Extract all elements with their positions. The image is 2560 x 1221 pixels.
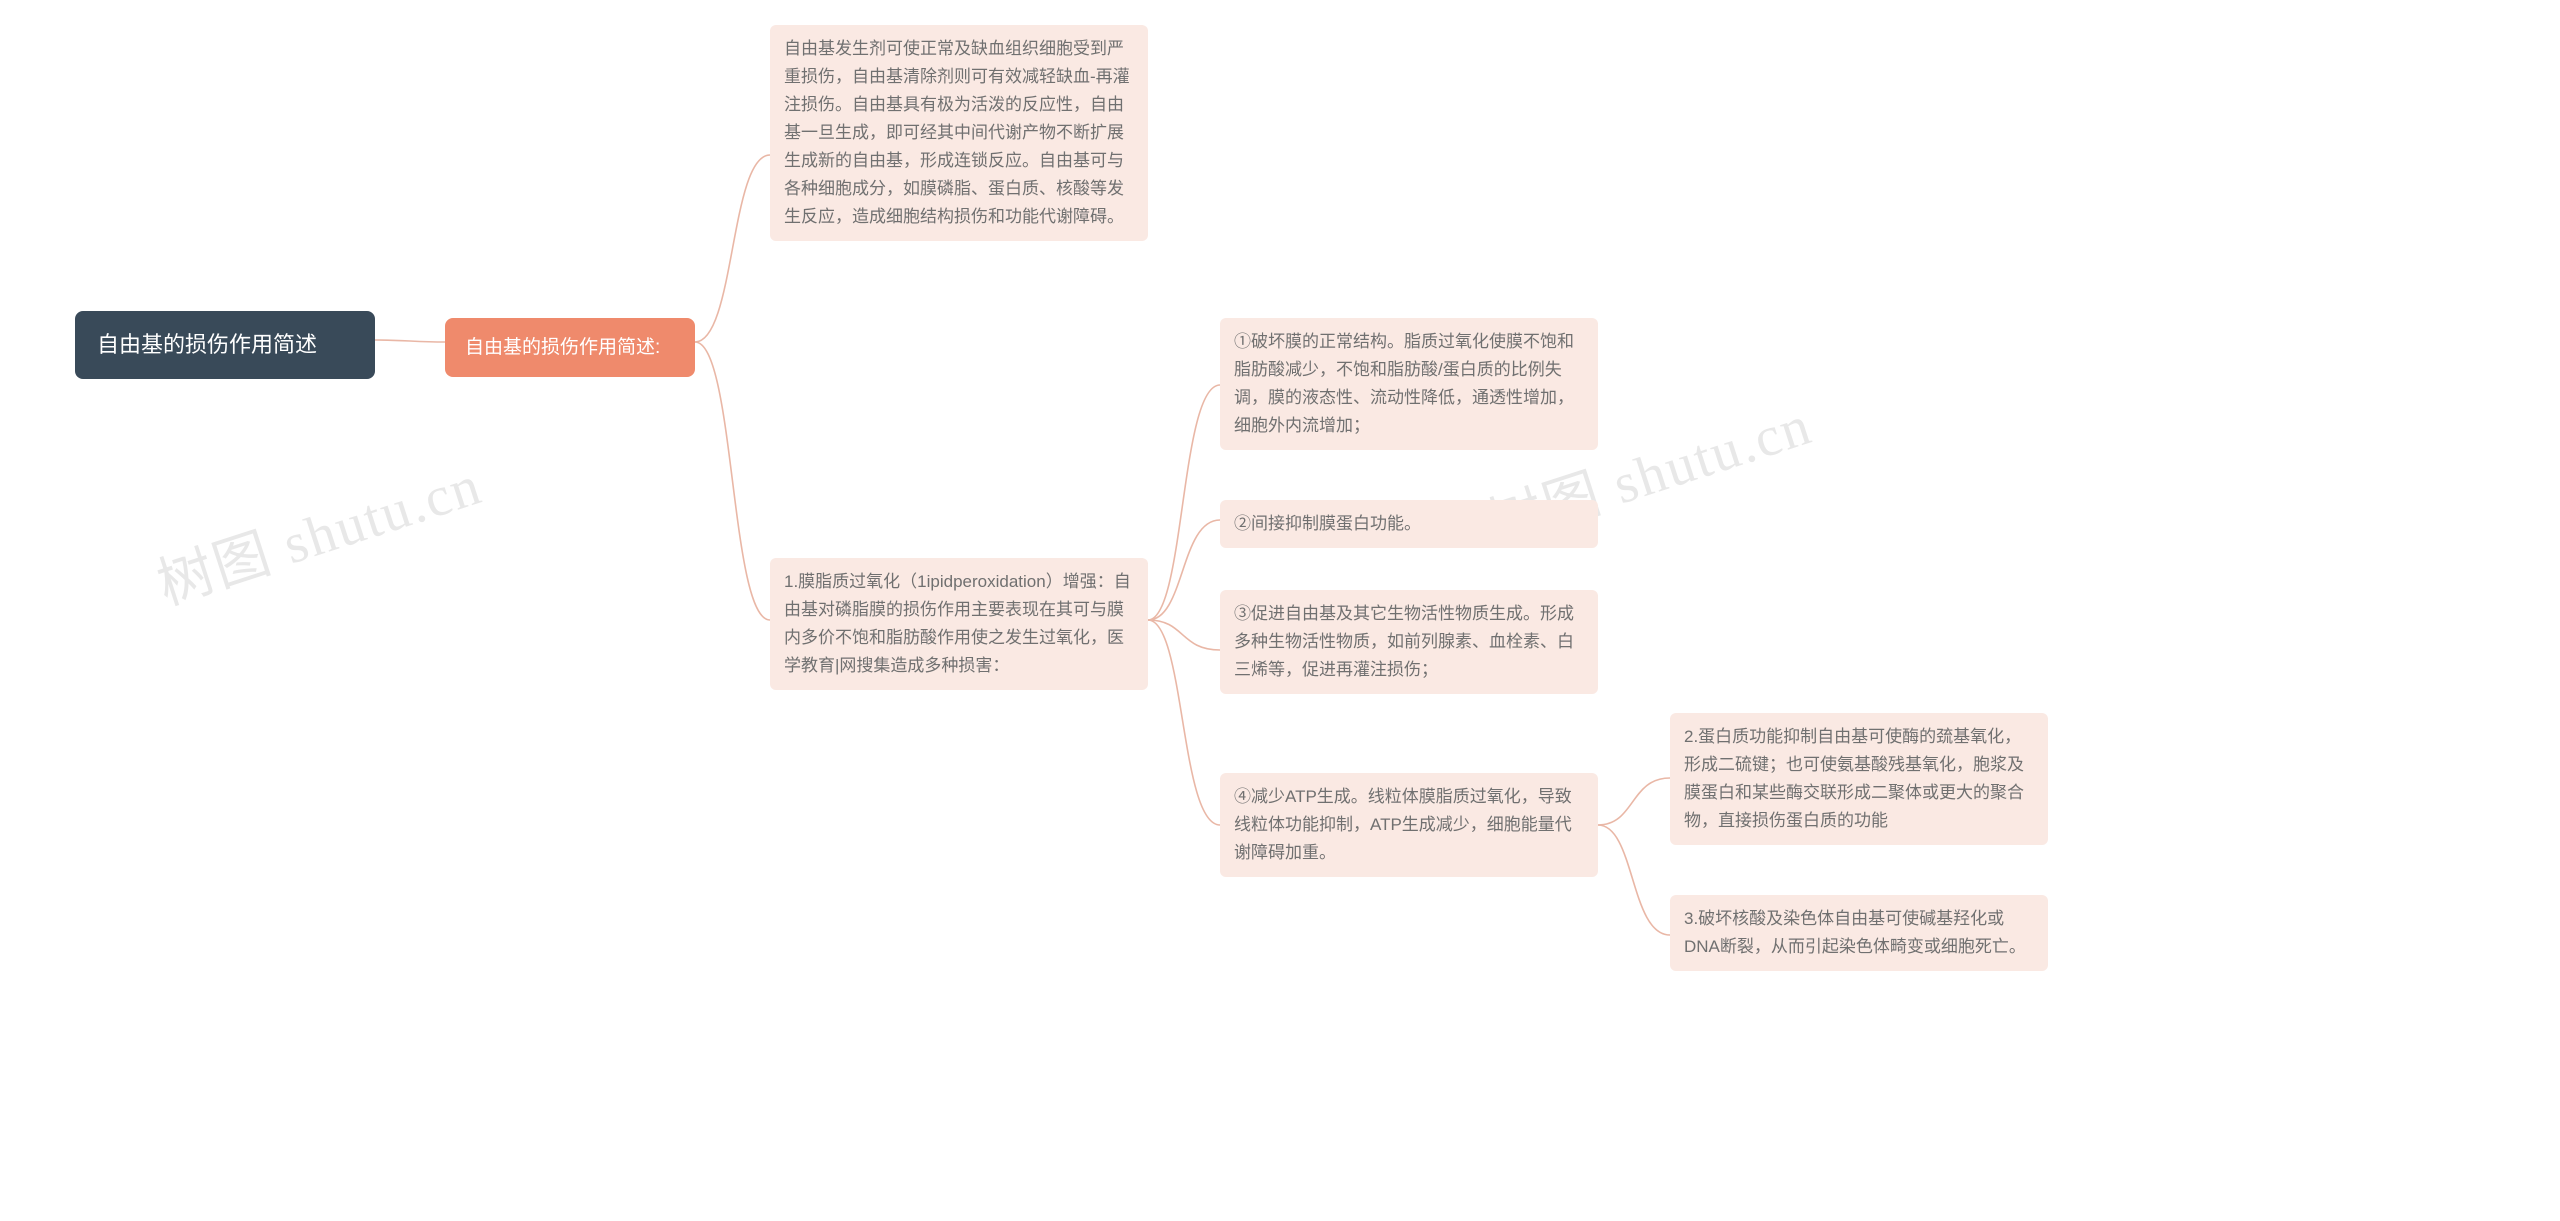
branch-b-text: 1.膜脂质过氧化（1ipidperoxidation）增强：自由基对磷脂膜的损伤… bbox=[784, 572, 1131, 675]
branch-b-child-4[interactable]: ④减少ATP生成。线粒体膜脂质过氧化，导致线粒体功能抑制，ATP生成减少，细胞能… bbox=[1220, 773, 1598, 877]
watermark-1: 树图 shutu.cn bbox=[146, 440, 491, 621]
branch-b4-child-2[interactable]: 3.破坏核酸及染色体自由基可使碱基羟化或DNA断裂，从而引起染色体畸变或细胞死亡… bbox=[1670, 895, 2048, 971]
branch-b-child-1-text: ①破坏膜的正常结构。脂质过氧化使膜不饱和脂肪酸减少，不饱和脂肪酸/蛋白质的比例失… bbox=[1234, 332, 1574, 435]
root-node[interactable]: 自由基的损伤作用简述 bbox=[75, 311, 375, 379]
level1-node[interactable]: 自由基的损伤作用简述: bbox=[445, 318, 695, 377]
branch-b[interactable]: 1.膜脂质过氧化（1ipidperoxidation）增强：自由基对磷脂膜的损伤… bbox=[770, 558, 1148, 690]
branch-b-child-2[interactable]: ②间接抑制膜蛋白功能。 bbox=[1220, 500, 1598, 548]
branch-b-child-3-text: ③促进自由基及其它生物活性物质生成。形成多种生物活性物质，如前列腺素、血栓素、白… bbox=[1234, 604, 1574, 679]
branch-b4-child-1-text: 2.蛋白质功能抑制自由基可使酶的巯基氧化，形成二硫键；也可使氨基酸残基氧化，胞浆… bbox=[1684, 727, 2024, 830]
branch-b-child-1[interactable]: ①破坏膜的正常结构。脂质过氧化使膜不饱和脂肪酸减少，不饱和脂肪酸/蛋白质的比例失… bbox=[1220, 318, 1598, 450]
level1-label: 自由基的损伤作用简述: bbox=[465, 337, 660, 358]
branch-b4-child-1[interactable]: 2.蛋白质功能抑制自由基可使酶的巯基氧化，形成二硫键；也可使氨基酸残基氧化，胞浆… bbox=[1670, 713, 2048, 845]
branch-b4-child-2-text: 3.破坏核酸及染色体自由基可使碱基羟化或DNA断裂，从而引起染色体畸变或细胞死亡… bbox=[1684, 909, 2026, 956]
branch-b-child-2-text: ②间接抑制膜蛋白功能。 bbox=[1234, 514, 1421, 533]
branch-a[interactable]: 自由基发生剂可使正常及缺血组织细胞受到严重损伤，自由基清除剂则可有效减轻缺血-再… bbox=[770, 25, 1148, 241]
branch-a-text: 自由基发生剂可使正常及缺血组织细胞受到严重损伤，自由基清除剂则可有效减轻缺血-再… bbox=[784, 39, 1130, 226]
branch-b-child-4-text: ④减少ATP生成。线粒体膜脂质过氧化，导致线粒体功能抑制，ATP生成减少，细胞能… bbox=[1234, 787, 1572, 862]
root-label: 自由基的损伤作用简述 bbox=[97, 332, 317, 357]
branch-b-child-3[interactable]: ③促进自由基及其它生物活性物质生成。形成多种生物活性物质，如前列腺素、血栓素、白… bbox=[1220, 590, 1598, 694]
